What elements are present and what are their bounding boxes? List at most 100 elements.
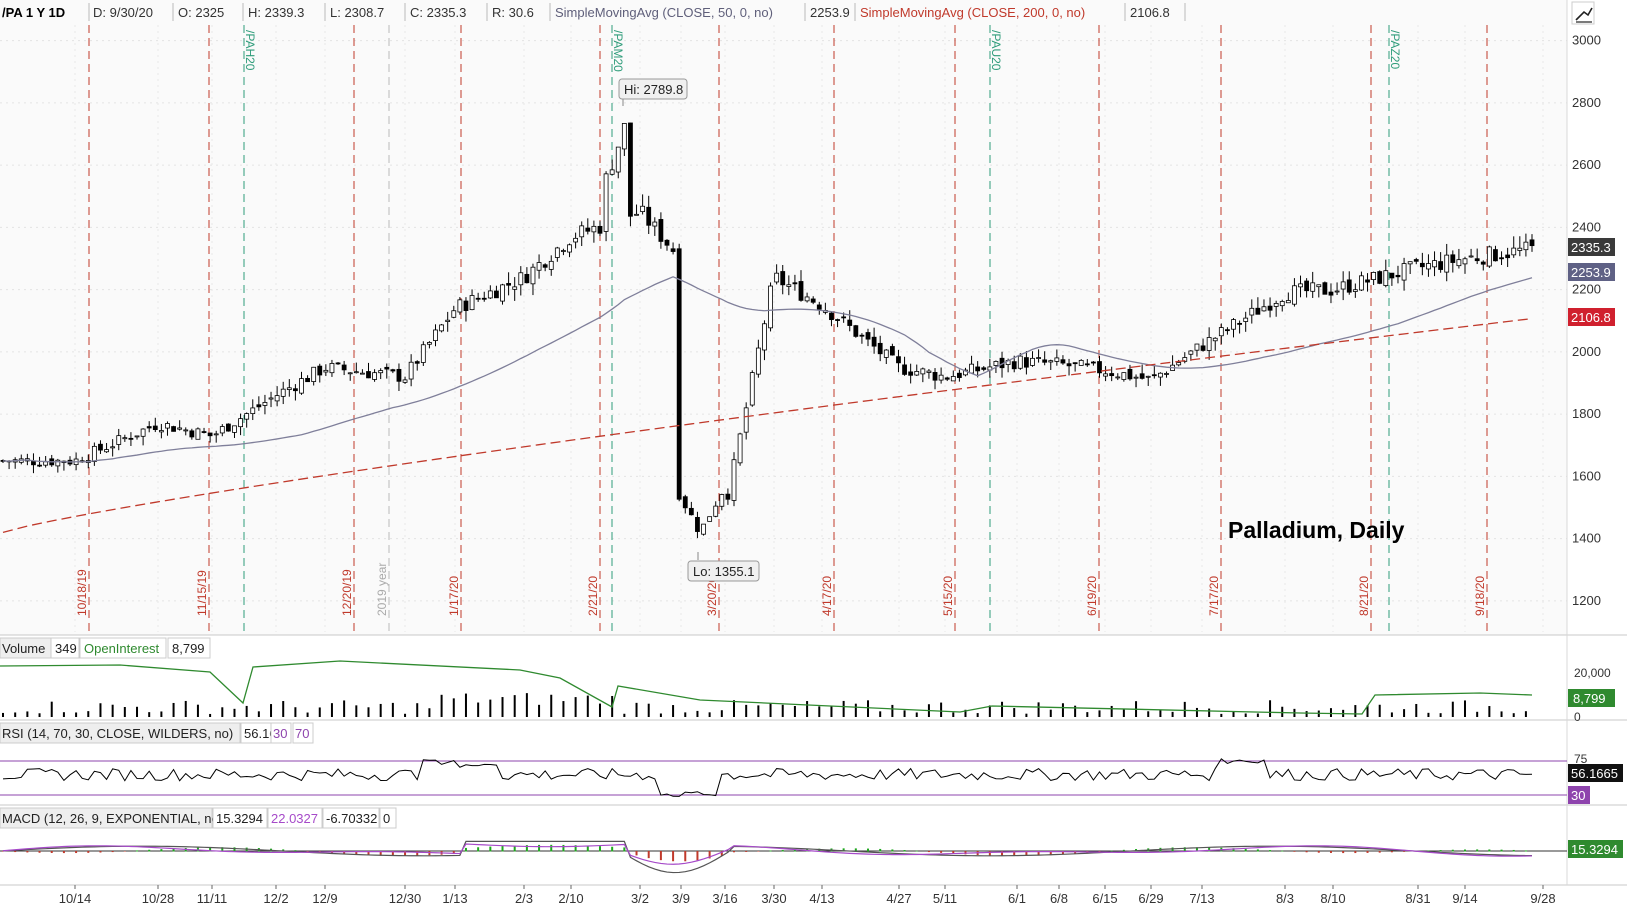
candle-body [1407, 261, 1413, 265]
volume-axis-zero: 0 [1574, 710, 1581, 724]
candle-body [1066, 363, 1072, 367]
volume-value: 349 [55, 641, 77, 656]
candle-body [1048, 360, 1054, 363]
volume-bar [1244, 713, 1247, 717]
candle-body [719, 494, 725, 507]
candle-body [786, 284, 792, 287]
candle-body [1212, 337, 1218, 342]
candle-body [798, 281, 804, 301]
macd-hist-bar [87, 851, 90, 853]
candle-body [725, 493, 731, 500]
candle-body [944, 377, 950, 380]
volume-bar [659, 713, 662, 717]
macd-hist-bar [355, 851, 358, 855]
volume-bar [391, 702, 394, 717]
macd-hist-bar [1439, 850, 1442, 852]
volume-bar [1037, 702, 1040, 717]
candle-body [274, 395, 280, 402]
candle-body [1444, 254, 1450, 273]
volume-bar [1147, 711, 1150, 717]
candle-body [956, 372, 962, 378]
macd-hist-bar [562, 844, 565, 852]
time-tick-label: 11/11 [197, 891, 228, 906]
candle-body [1304, 280, 1310, 292]
candle-body [439, 324, 444, 332]
volume-bar [964, 709, 967, 717]
volume-bar [1269, 700, 1272, 717]
macd-hist-bar [209, 847, 212, 852]
price-tick-label: 1400 [1572, 531, 1601, 546]
macd-hist-bar [1269, 850, 1272, 852]
candle-body [1164, 373, 1169, 375]
price-tick-label: 2000 [1572, 344, 1601, 359]
candle-body [1036, 357, 1041, 359]
macd-hist-bar [62, 851, 65, 854]
candle-body [652, 221, 658, 227]
macd-hist-bar [720, 851, 723, 856]
macd-hist-bar [367, 851, 370, 856]
candle-body [232, 425, 237, 433]
candle-body [731, 459, 737, 501]
volume-bar [270, 704, 273, 717]
price-panel-bg [0, 0, 1567, 635]
volume-bar [87, 711, 90, 717]
close-badge: 2335.3 [1568, 238, 1615, 256]
candle-body [457, 299, 463, 313]
grid-lines [0, 25, 1567, 632]
candle-body [122, 437, 128, 440]
macd-hist-bar [513, 845, 516, 852]
macd-hist-bar [940, 851, 943, 853]
drawing-tool-icon[interactable] [1571, 1, 1595, 25]
volume-bar [988, 705, 991, 717]
macd-hist-bar [842, 848, 845, 852]
candle-body [451, 310, 457, 318]
sma200-badge: 2106.8 [1568, 308, 1615, 326]
candle-body [98, 443, 103, 451]
macd-hist-bar [659, 851, 662, 861]
volume-bar [952, 712, 955, 717]
macd-hist-bar [598, 846, 601, 852]
macd-hist-bar [111, 851, 114, 853]
time-tick-label: 6/15 [1092, 891, 1117, 906]
macd-hist-bar [550, 844, 553, 852]
low-callout: Lo: 1355.1 [687, 552, 760, 582]
volume-bar [708, 712, 711, 717]
candle-body [1078, 359, 1084, 366]
macd-hist-bar [1110, 850, 1113, 852]
volume-bar [38, 713, 41, 717]
volume-bar [1281, 706, 1284, 717]
macd-hist-bar [1208, 847, 1211, 852]
candle-body [433, 329, 438, 341]
volume-bar [1110, 705, 1113, 717]
time-tick-label: 7/13 [1189, 891, 1214, 906]
candle-body [1389, 272, 1395, 279]
macd-hist-bar [732, 851, 735, 853]
candle-body [889, 346, 895, 356]
volume-bar [26, 711, 29, 717]
candle-body [536, 262, 542, 271]
price-tick-label: 1800 [1572, 406, 1601, 421]
volume-bar [440, 694, 443, 717]
candle-body [238, 418, 243, 428]
volume-bar [160, 711, 163, 717]
sma200-line [2, 317, 1533, 534]
volume-axis-top: 20,000 [1574, 666, 1611, 680]
volume-bar [489, 699, 492, 717]
rsi-badge: 56.1665 [1571, 766, 1618, 781]
candle-body [360, 372, 365, 375]
candle-body [664, 239, 670, 246]
macd-hist-bar [611, 846, 614, 852]
candle-body [1486, 246, 1492, 267]
candle-body [542, 264, 548, 268]
macd-hist-bar [1195, 847, 1198, 852]
volume-bar [1013, 708, 1016, 717]
volume-bar [404, 713, 407, 717]
time-tick-label: 3/16 [712, 891, 737, 906]
sma200-legend: SimpleMovingAvg (CLOSE, 200, 0, no) [860, 5, 1085, 20]
candle-body [950, 376, 956, 382]
volume-bar [343, 700, 346, 717]
candle-body [158, 430, 164, 433]
rsi-axis-75: 75 [1574, 752, 1588, 766]
candle-body [500, 284, 505, 302]
volume-bar [355, 705, 358, 717]
